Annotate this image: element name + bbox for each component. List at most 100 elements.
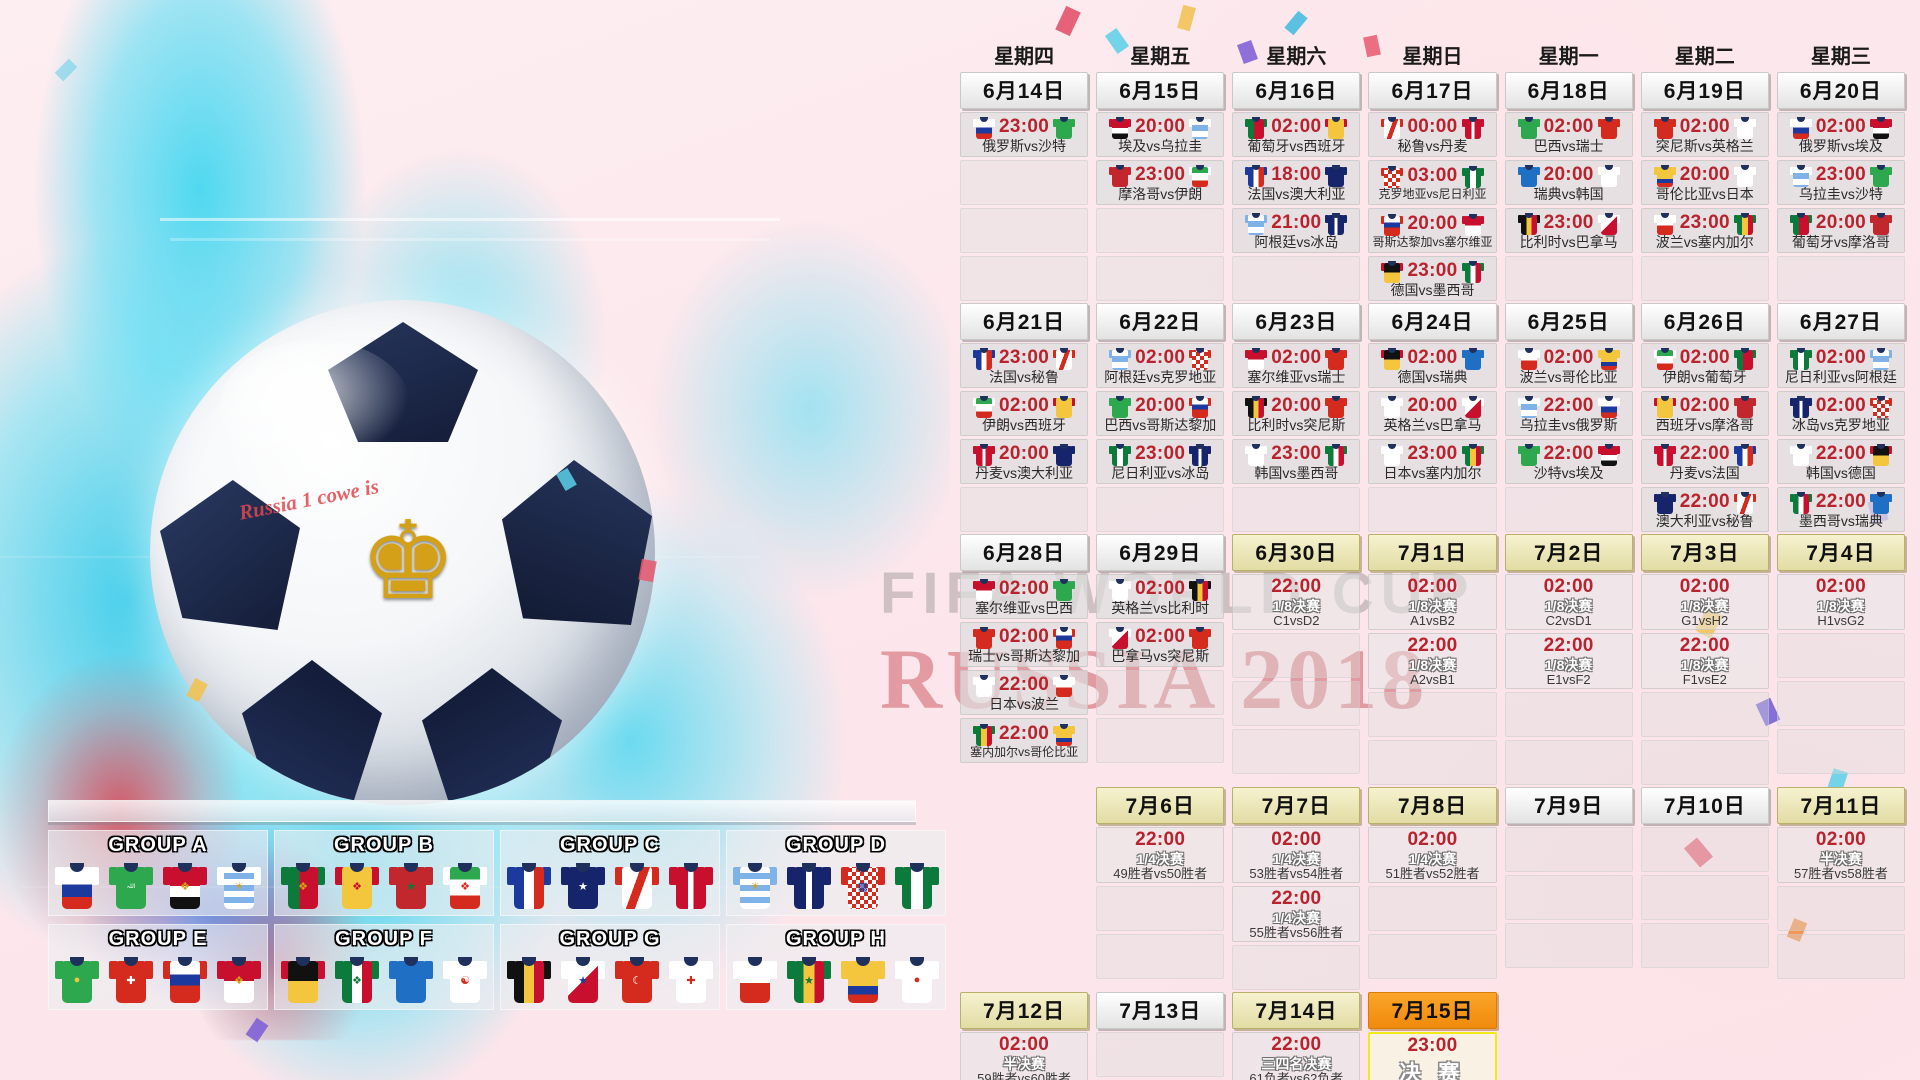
date-header-6月28日[interactable]: 6月28日	[960, 534, 1089, 571]
date-header-6月23日[interactable]: 6月23日	[1232, 303, 1361, 340]
date-header-6月22日[interactable]: 6月22日	[1096, 303, 1225, 340]
date-header-7月11日[interactable]: 7月11日	[1776, 787, 1905, 824]
group-match-cell[interactable]: 22:00 澳大利亚vs秘鲁	[1640, 487, 1769, 532]
date-header-7月2日[interactable]: 7月2日	[1504, 534, 1633, 571]
knockout-match-cell[interactable]: 22:00 1/8决赛 A2vsB1	[1368, 633, 1497, 689]
group-match-cell[interactable]: 02:00 波兰vs哥伦比亚	[1504, 343, 1633, 388]
group-match-cell[interactable]: 02:00 德国vs瑞典	[1368, 343, 1497, 388]
group-match-cell[interactable]: 22:00 塞内加尔vs哥伦比亚	[960, 718, 1089, 763]
group-match-cell[interactable]: 02:00 西班牙vs摩洛哥	[1640, 391, 1769, 436]
group-match-cell[interactable]: 02:00 塞尔维亚vs瑞士	[1232, 343, 1361, 388]
group-match-cell[interactable]: 02:00 巴西vs瑞士	[1504, 112, 1633, 157]
group-match-cell[interactable]: 22:00 沙特vs埃及	[1504, 439, 1633, 484]
knockout-match-cell[interactable]: 02:00 1/4决赛 53胜者vs54胜者	[1232, 827, 1361, 883]
group-match-cell[interactable]: 23:00 摩洛哥vs伊朗	[1096, 160, 1225, 205]
date-header-6月16日[interactable]: 6月16日	[1232, 72, 1361, 109]
group-box-group-a[interactable]: GROUP A اللہ ❖ ☀	[48, 830, 268, 916]
group-match-cell[interactable]: 02:00 冰岛vs克罗地亚	[1776, 391, 1905, 436]
date-header-7月6日[interactable]: 7月6日	[1096, 787, 1225, 824]
group-match-cell[interactable]: 02:00 伊朗vs葡萄牙	[1640, 343, 1769, 388]
knockout-match-cell[interactable]: 02:00 1/8决赛 C2vsD1	[1504, 574, 1633, 630]
group-match-cell[interactable]: 02:00 塞尔维亚vs巴西	[960, 574, 1089, 619]
date-header-6月15日[interactable]: 6月15日	[1096, 72, 1225, 109]
date-header-7月8日[interactable]: 7月8日	[1368, 787, 1497, 824]
group-match-cell[interactable]: 02:00 伊朗vs西班牙	[960, 391, 1089, 436]
group-match-cell[interactable]: 20:00 比利时vs突尼斯	[1232, 391, 1361, 436]
date-header-7月13日[interactable]: 7月13日	[1096, 992, 1225, 1029]
date-header-7月14日[interactable]: 7月14日	[1232, 992, 1361, 1029]
date-header-6月20日[interactable]: 6月20日	[1776, 72, 1905, 109]
group-match-cell[interactable]: 02:00 瑞士vs哥斯达黎加	[960, 622, 1089, 667]
date-header-7月15日[interactable]: 7月15日	[1368, 992, 1497, 1029]
knockout-match-cell[interactable]: 02:00 1/8决赛 A1vsB2	[1368, 574, 1497, 630]
group-box-group-b[interactable]: GROUP B ❖ ❖ ★ ❖	[274, 830, 494, 916]
group-match-cell[interactable]: 23:00 波兰vs塞内加尔	[1640, 208, 1769, 253]
group-match-cell[interactable]: 23:00 尼日利亚vs冰岛	[1096, 439, 1225, 484]
group-match-cell[interactable]: 23:00 日本vs塞内加尔	[1368, 439, 1497, 484]
knockout-match-cell[interactable]: 22:00 1/4决赛 49胜者vs50胜者	[1096, 827, 1225, 883]
date-header-6月21日[interactable]: 6月21日	[960, 303, 1089, 340]
knockout-match-cell[interactable]: 02:00 1/4决赛 51胜者vs52胜者	[1368, 827, 1497, 883]
knockout-match-cell[interactable]: 02:00 半决赛 59胜者vs60胜者	[960, 1032, 1089, 1080]
group-match-cell[interactable]: 20:00 英格兰vs巴拿马	[1368, 391, 1497, 436]
group-match-cell[interactable]: 23:00 德国vs墨西哥	[1368, 256, 1497, 301]
group-box-group-c[interactable]: GROUP C ★	[500, 830, 720, 916]
group-match-cell[interactable]: 22:00 日本vs波兰	[960, 670, 1089, 715]
knockout-match-cell[interactable]: 02:00 1/8决赛 G1vsH2	[1640, 574, 1769, 630]
group-match-cell[interactable]: 20:00 哥伦比亚vs日本	[1640, 160, 1769, 205]
group-box-group-e[interactable]: GROUP E ● ✚ ❖	[48, 924, 268, 1010]
group-match-cell[interactable]: 23:00 法国vs秘鲁	[960, 343, 1089, 388]
group-match-cell[interactable]: 22:00 乌拉圭vs俄罗斯	[1504, 391, 1633, 436]
group-match-cell[interactable]: 02:00 英格兰vs比利时	[1096, 574, 1225, 619]
group-match-cell[interactable]: 23:00 乌拉圭vs沙特	[1776, 160, 1905, 205]
date-header-7月1日[interactable]: 7月1日	[1368, 534, 1497, 571]
group-match-cell[interactable]: 23:00 比利时vs巴拿马	[1504, 208, 1633, 253]
group-box-group-d[interactable]: GROUP D ☀ ▩	[726, 830, 946, 916]
knockout-match-cell[interactable]: 02:00 1/8决赛 H1vsG2	[1776, 574, 1905, 630]
date-header-6月30日[interactable]: 6月30日	[1232, 534, 1361, 571]
group-match-cell[interactable]: 23:00 韩国vs墨西哥	[1232, 439, 1361, 484]
date-header-6月24日[interactable]: 6月24日	[1368, 303, 1497, 340]
date-header-6月18日[interactable]: 6月18日	[1504, 72, 1633, 109]
date-header-6月19日[interactable]: 6月19日	[1640, 72, 1769, 109]
group-box-group-f[interactable]: GROUP F ❖ ☯	[274, 924, 494, 1010]
date-header-7月3日[interactable]: 7月3日	[1640, 534, 1769, 571]
date-header-6月29日[interactable]: 6月29日	[1096, 534, 1225, 571]
group-match-cell[interactable]: 03:00 克罗地亚vs尼日利亚	[1368, 160, 1497, 205]
final-match-cell[interactable]: 23:00 决 赛	[1368, 1032, 1497, 1080]
date-header-6月14日[interactable]: 6月14日	[960, 72, 1089, 109]
group-match-cell[interactable]: 02:00 葡萄牙vs西班牙	[1232, 112, 1361, 157]
group-match-cell[interactable]: 23:00 俄罗斯vs沙特	[960, 112, 1089, 157]
knockout-match-cell[interactable]: 22:00 三四名决赛 61负者vs62负者	[1232, 1032, 1361, 1080]
knockout-match-cell[interactable]: 22:00 1/8决赛 F1vsE2	[1640, 633, 1769, 689]
group-match-cell[interactable]: 02:00 阿根廷vs克罗地亚	[1096, 343, 1225, 388]
date-header-6月26日[interactable]: 6月26日	[1640, 303, 1769, 340]
group-match-cell[interactable]: 20:00 埃及vs乌拉圭	[1096, 112, 1225, 157]
group-match-cell[interactable]: 20:00 哥斯达黎加vs塞尔维亚	[1368, 208, 1497, 253]
knockout-match-cell[interactable]: 22:00 1/8决赛 C1vsD2	[1232, 574, 1361, 630]
date-header-6月17日[interactable]: 6月17日	[1368, 72, 1497, 109]
group-match-cell[interactable]: 20:00 葡萄牙vs摩洛哥	[1776, 208, 1905, 253]
group-match-cell[interactable]: 22:00 丹麦vs法国	[1640, 439, 1769, 484]
date-header-7月4日[interactable]: 7月4日	[1776, 534, 1905, 571]
group-match-cell[interactable]: 02:00 突尼斯vs英格兰	[1640, 112, 1769, 157]
date-header-7月12日[interactable]: 7月12日	[960, 992, 1089, 1029]
knockout-match-cell[interactable]: 22:00 1/8决赛 E1vsF2	[1504, 633, 1633, 689]
group-match-cell[interactable]: 20:00 巴西vs哥斯达黎加	[1096, 391, 1225, 436]
date-header-6月27日[interactable]: 6月27日	[1776, 303, 1905, 340]
date-header-7月10日[interactable]: 7月10日	[1640, 787, 1769, 824]
group-match-cell[interactable]: 02:00 俄罗斯vs埃及	[1776, 112, 1905, 157]
group-match-cell[interactable]: 21:00 阿根廷vs冰岛	[1232, 208, 1361, 253]
knockout-match-cell[interactable]: 02:00 半决赛 57胜者vs58胜者	[1776, 827, 1905, 883]
group-match-cell[interactable]: 02:00 巴拿马vs突尼斯	[1096, 622, 1225, 667]
group-match-cell[interactable]: 22:00 韩国vs德国	[1776, 439, 1905, 484]
date-header-7月7日[interactable]: 7月7日	[1232, 787, 1361, 824]
group-box-group-h[interactable]: GROUP H ★ ●	[726, 924, 946, 1010]
group-match-cell[interactable]: 20:00 丹麦vs澳大利亚	[960, 439, 1089, 484]
group-match-cell[interactable]: 18:00 法国vs澳大利亚	[1232, 160, 1361, 205]
date-header-7月9日[interactable]: 7月9日	[1504, 787, 1633, 824]
date-header-6月25日[interactable]: 6月25日	[1504, 303, 1633, 340]
group-box-group-g[interactable]: GROUP G ★ ☾ ✚	[500, 924, 720, 1010]
group-match-cell[interactable]: 22:00 墨西哥vs瑞典	[1776, 487, 1905, 532]
group-match-cell[interactable]: 00:00 秘鲁vs丹麦	[1368, 112, 1497, 157]
